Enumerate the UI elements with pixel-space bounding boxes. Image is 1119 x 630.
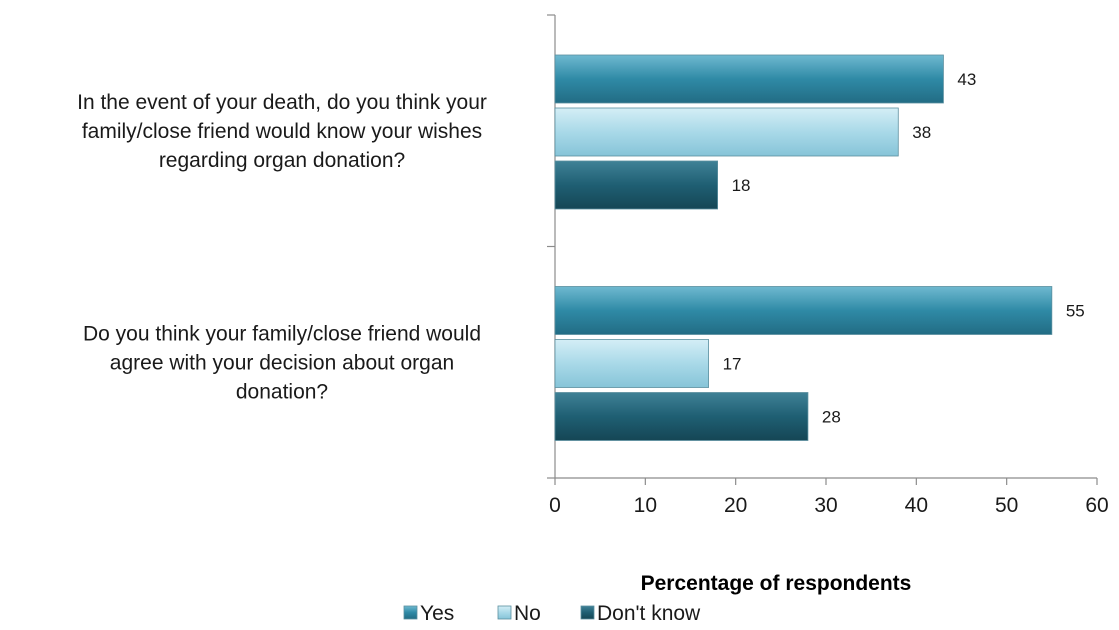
x-tick-label: 10 — [634, 494, 657, 517]
legend-label: Yes — [420, 602, 454, 625]
x-tick-label: 20 — [724, 494, 747, 517]
category-label: regarding organ donation? — [159, 149, 405, 172]
category-labels: In the event of your death, do you think… — [77, 91, 487, 404]
category-label: family/close friend would know your wish… — [82, 120, 482, 143]
legend: Yes No Don't know — [403, 602, 701, 625]
category-label: Do you think your family/close friend wo… — [83, 322, 481, 345]
x-tick-label: 40 — [905, 494, 928, 517]
data-label: 55 — [1066, 302, 1085, 321]
legend-swatch — [580, 605, 595, 620]
legend-swatch — [403, 605, 418, 620]
category-label: agree with your decision about organ — [110, 351, 454, 374]
category-label: In the event of your death, do you think… — [77, 91, 487, 114]
x-tick-label: 50 — [995, 494, 1018, 517]
data-label: 18 — [732, 176, 751, 195]
data-label: 38 — [912, 123, 931, 142]
bar-don-t-know-2 — [554, 392, 809, 441]
bar-no-1 — [554, 107, 899, 157]
data-labels: 43 38 18 55 17 28 — [723, 70, 1085, 427]
data-label: 17 — [723, 355, 742, 374]
bars — [554, 54, 1053, 441]
bar-don-t-know-1 — [554, 160, 719, 210]
x-tick-label: 60 — [1085, 494, 1108, 517]
data-label: 43 — [957, 70, 976, 89]
legend-swatch — [497, 605, 512, 620]
bar-yes-2 — [554, 286, 1053, 335]
x-tick-label: 30 — [814, 494, 837, 517]
bar-no-2 — [554, 339, 709, 388]
x-tick-labels: 0 10 20 30 40 50 60 — [549, 494, 1109, 517]
data-label: 28 — [822, 408, 841, 427]
x-tick-label: 0 — [549, 494, 561, 517]
x-axis-title: Percentage of respondents — [641, 572, 912, 595]
category-label: donation? — [236, 380, 328, 403]
legend-label: Don't know — [597, 602, 701, 625]
legend-label: No — [514, 602, 541, 625]
bar-yes-1 — [554, 54, 944, 104]
